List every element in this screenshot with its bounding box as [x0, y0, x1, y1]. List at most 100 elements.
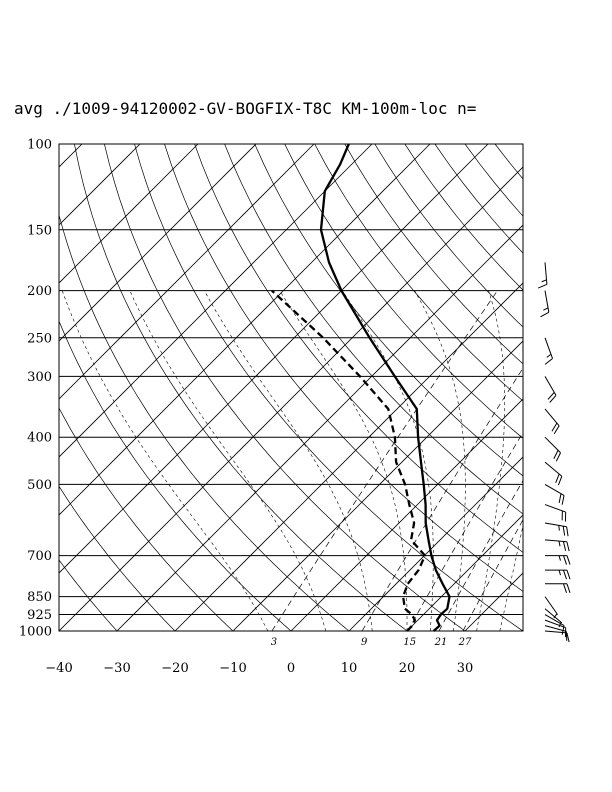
wind-barb: [538, 262, 548, 289]
wind-barb: [544, 630, 570, 643]
wind-barb-feather: [553, 425, 560, 435]
mixing-ratio-line: [438, 479, 523, 631]
wind-barb-half-feather: [541, 279, 547, 283]
wind-barb-staff: [544, 262, 548, 285]
wind-barb: [544, 504, 567, 522]
wind-barb-staff: [544, 408, 560, 427]
isotherm-line: [59, 144, 431, 516]
pressure-tick-label: 850: [27, 590, 52, 605]
moist-adiabat: [342, 290, 434, 631]
wind-barbs: [538, 262, 571, 643]
wind-barb-staff: [544, 376, 557, 396]
wind-barb-half-feather: [553, 613, 558, 619]
isotherm-line: [232, 340, 523, 631]
wind-barb: [544, 608, 563, 628]
moist-adiabat: [129, 290, 327, 631]
wind-barb: [540, 290, 550, 318]
mixing-ratio-line: [407, 431, 523, 631]
dry-adiabat: [404, 144, 523, 291]
mixing-ratio-line: [271, 290, 498, 631]
wind-barb-staff: [544, 483, 565, 496]
wind-barb-staff: [544, 504, 566, 513]
wind-barb-feather: [540, 311, 550, 318]
dry-adiabat: [374, 144, 523, 328]
isotherm-line: [59, 144, 315, 400]
temperature-tick-label: 20: [399, 661, 416, 676]
wind-barb-feather: [562, 526, 566, 536]
wind-barb-feather: [551, 422, 558, 432]
wind-barb-half-feather: [546, 353, 552, 358]
moist-adiabat: [204, 290, 373, 631]
mixing-ratio-label: 27: [458, 637, 472, 648]
wind-barb-feather: [558, 493, 562, 504]
dry-adiabat: [104, 144, 466, 631]
wind-barb-staff: [544, 539, 567, 543]
isotherm-line: [59, 144, 257, 342]
wind-barb-feather: [547, 392, 555, 400]
isotherm-line: [59, 166, 523, 631]
wind-barb-staff: [544, 630, 567, 634]
wind-barb-staff: [544, 596, 559, 615]
dry-adiabat: [464, 144, 523, 217]
dry-adiabat: [284, 144, 523, 439]
temperature-tick-label: −40: [45, 661, 72, 676]
wind-barb-feather: [561, 495, 565, 505]
isotherm-line: [59, 144, 373, 458]
wind-barb-feather: [566, 526, 569, 537]
isotherm-line: [59, 144, 489, 574]
wind-barb-feather: [566, 569, 571, 580]
wind-barb-staff: [544, 522, 567, 528]
dry-adiabat: [59, 320, 292, 631]
wind-barb-feather: [557, 476, 563, 486]
wind-barb-feather: [563, 583, 567, 593]
wind-barb-feather: [544, 358, 553, 365]
dry-adiabat: [494, 144, 523, 180]
temperature-profile-line: [319, 143, 451, 632]
dry-adiabat: [59, 407, 234, 631]
wind-barb-half-feather: [543, 307, 549, 311]
dry-adiabat: [585, 144, 612, 631]
pressure-tick-label: 1000: [19, 625, 52, 640]
dewpoint-profile-line: [271, 289, 427, 632]
dry-adiabat: [59, 559, 118, 631]
isotherm-line: [174, 282, 523, 631]
dry-adiabat: [224, 144, 523, 515]
temperature-tick-label: −20: [161, 661, 188, 676]
wind-barb-staff: [544, 337, 553, 359]
mixing-ratio-label: 9: [361, 637, 368, 648]
isotherm-line: [290, 398, 523, 631]
wind-barb-half-feather: [558, 541, 561, 547]
mixing-ratio-line: [462, 519, 523, 631]
mixing-ratio-label: 15: [403, 637, 416, 648]
moist-adiabat: [279, 290, 408, 631]
wind-barb: [544, 408, 560, 435]
wind-barb-feather: [553, 450, 559, 459]
dry-adiabat: [314, 144, 523, 402]
wind-barb-half-feather: [558, 555, 561, 561]
wind-barb: [544, 596, 559, 619]
wind-barb: [544, 436, 562, 462]
mixing-ratio-label: 3: [271, 637, 277, 648]
dry-adiabat: [555, 144, 612, 631]
temperature-tick-label: −10: [219, 661, 246, 676]
temperature-tick-label: 0: [287, 661, 295, 676]
wind-barb-feather: [563, 569, 567, 580]
dry-adiabat: [59, 485, 176, 631]
dry-adiabat: [59, 213, 350, 631]
isotherm-line: [116, 224, 523, 631]
wind-barb-staff: [544, 290, 550, 313]
moist-adiabat: [499, 524, 523, 631]
pressure-tick-label: 250: [27, 331, 52, 346]
wind-barb: [544, 539, 570, 552]
wind-barb: [544, 522, 569, 537]
wind-barb-feather: [566, 555, 571, 565]
wind-barb: [544, 619, 567, 638]
dry-adiabat: [134, 144, 523, 631]
wind-barb: [544, 376, 557, 403]
wind-barb-feather: [555, 473, 560, 484]
wind-barb-feather: [549, 395, 557, 403]
pressure-tick-label: 500: [27, 478, 52, 493]
dry-adiabat: [194, 144, 523, 553]
